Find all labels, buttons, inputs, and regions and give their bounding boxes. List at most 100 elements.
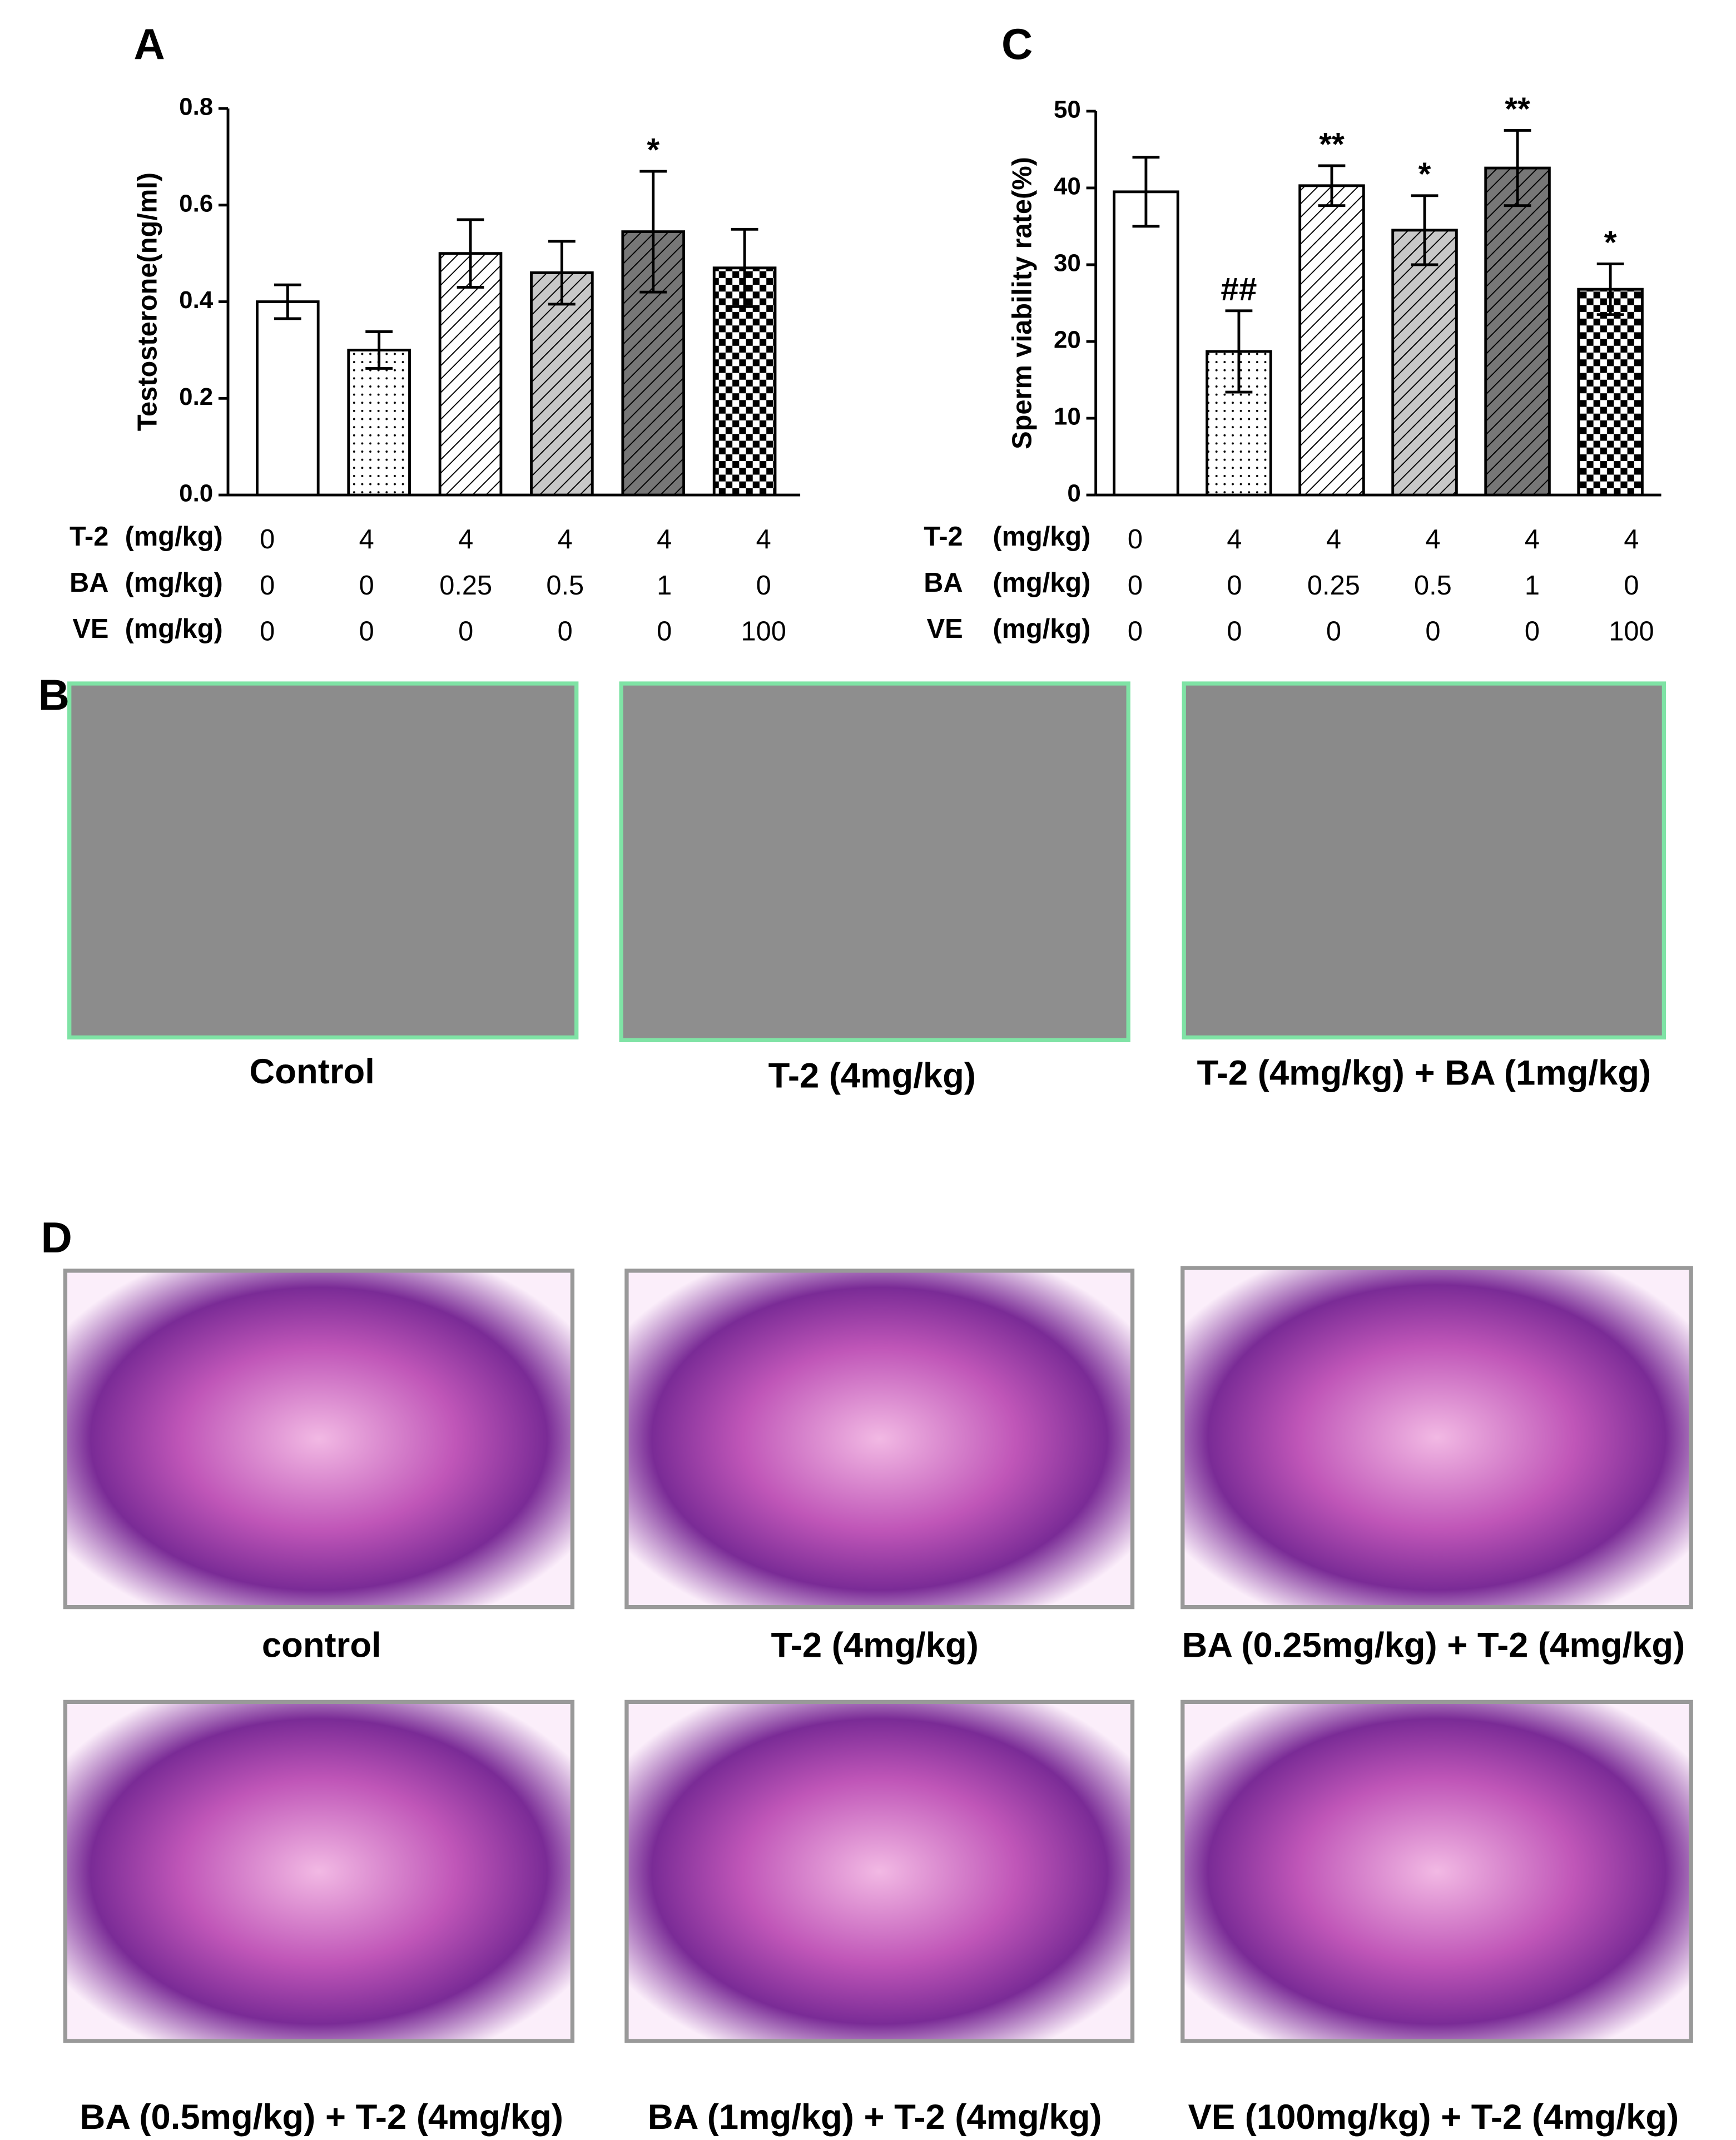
bar: [1484, 166, 1551, 497]
treatment-dose: 0: [1624, 571, 1639, 601]
error-bar: [1504, 129, 1531, 207]
treatment-dose: 0: [1227, 617, 1242, 647]
treatment-name: T-2: [924, 522, 963, 552]
histology-grid: [63, 1266, 1693, 2043]
treatment-name: BA: [924, 568, 963, 598]
treatment-dose: 100: [1609, 617, 1654, 647]
caption: BA (0.25mg/kg) + T-2 (4mg/kg): [1182, 1626, 1685, 1665]
treatment-dose: 4: [458, 524, 473, 554]
treatment-dose: 0: [657, 617, 672, 647]
treatment-dose: 0: [756, 571, 771, 601]
y-axis-label: Testosterone(ng/ml): [132, 172, 162, 431]
bar: [1391, 229, 1458, 497]
treatment-dose: 4: [657, 524, 672, 554]
error-bar: [548, 240, 576, 306]
y-tick-label: 0.0: [179, 480, 213, 507]
y-tick-label: 0.4: [179, 286, 214, 314]
caption: Control: [250, 1052, 375, 1091]
treatment-unit: (mg/kg): [125, 568, 223, 598]
treatment-unit: (mg/kg): [993, 522, 1090, 552]
y-tick-label: 0.6: [179, 190, 213, 217]
micrograph: [1182, 681, 1666, 1040]
treatment-unit: (mg/kg): [125, 614, 223, 644]
treatment-dose: 0: [359, 571, 374, 601]
micrograph: [67, 681, 579, 1040]
panel-letter: B: [38, 670, 70, 719]
treatment-dose: 0: [1128, 571, 1143, 601]
panel-letter: C: [1001, 19, 1033, 68]
caption: T-2 (4mg/kg): [771, 1626, 979, 1665]
significance-mark: ##: [1221, 271, 1257, 308]
treatment-dose: 4: [359, 524, 374, 554]
histology-image: [63, 1700, 575, 2043]
treatment-dose: 0: [558, 617, 573, 647]
treatment-dose: 0: [260, 524, 275, 554]
treatment-dose: 0.5: [1414, 571, 1452, 601]
y-tick-label: 30: [1054, 250, 1081, 277]
y-axis-label: Sperm viability rate(%): [1007, 157, 1037, 449]
treatment-unit: (mg/kg): [993, 568, 1090, 598]
bar: [438, 252, 503, 497]
treatment-dose: 0.5: [546, 571, 584, 601]
treatment-name: VE: [927, 614, 963, 644]
treatment-name: VE: [72, 614, 108, 644]
bar: [256, 300, 320, 497]
treatment-dose: 4: [1227, 524, 1242, 554]
caption: control: [262, 1626, 381, 1665]
error-bar: [1318, 164, 1346, 207]
treatment-name: BA: [70, 568, 108, 598]
treatment-dose: 4: [1425, 524, 1440, 554]
histology-image: [624, 1700, 1135, 2043]
error-bar: [457, 218, 484, 289]
error-bar: [365, 330, 393, 370]
bar: [1298, 184, 1365, 497]
bar: [1577, 288, 1644, 497]
treatment-dose: 4: [756, 524, 771, 554]
y-tick-label: 10: [1054, 403, 1081, 430]
y-tick-label: 50: [1054, 96, 1081, 123]
error-bar: [639, 170, 667, 294]
treatment-name: T-2: [70, 522, 108, 552]
caption: BA (0.5mg/kg) + T-2 (4mg/kg): [80, 2098, 563, 2137]
error-bar: [731, 227, 758, 308]
treatment-dose: 4: [1624, 524, 1639, 554]
y-tick-label: 20: [1054, 326, 1081, 354]
error-bar: [1132, 156, 1160, 228]
significance-mark: *: [1418, 156, 1431, 192]
error-bar: [1596, 262, 1624, 316]
treatment-dose: 0.25: [1307, 571, 1360, 601]
error-bar: [274, 283, 301, 320]
treatment-dose: 4: [558, 524, 573, 554]
y-tick-label: 0.8: [179, 93, 213, 121]
treatment-dose: 0: [359, 617, 374, 647]
treatment-dose: 0: [1128, 617, 1143, 647]
treatment-dose: 4: [1525, 524, 1540, 554]
panel-letter: D: [41, 1213, 72, 1262]
micrograph: [619, 681, 1130, 1043]
bar: [530, 271, 594, 497]
y-tick-label: 40: [1054, 173, 1081, 200]
treatment-dose: 0: [458, 617, 473, 647]
treatment-dose: 100: [741, 617, 786, 647]
treatment-dose: 0: [1525, 617, 1540, 647]
caption: VE (100mg/kg) + T-2 (4mg/kg): [1188, 2098, 1679, 2137]
error-bar: [1225, 309, 1253, 394]
treatment-unit: (mg/kg): [993, 614, 1090, 644]
y-tick-label: 0: [1067, 480, 1080, 507]
histology-image: [624, 1269, 1135, 1609]
histology-image: [1181, 1266, 1693, 1609]
histology-image: [63, 1269, 575, 1609]
significance-mark: *: [647, 132, 659, 168]
treatment-dose: 4: [1326, 524, 1341, 554]
bar: [1113, 190, 1179, 497]
caption: T-2 (4mg/kg): [768, 1056, 976, 1095]
treatment-dose: 0: [260, 617, 275, 647]
treatment-dose: 0: [1326, 617, 1341, 647]
panel-letter: A: [133, 19, 165, 68]
treatment-dose: 0: [1425, 617, 1440, 647]
y-tick-label: 0.2: [179, 383, 213, 410]
treatment-dose: 0.25: [439, 571, 492, 601]
